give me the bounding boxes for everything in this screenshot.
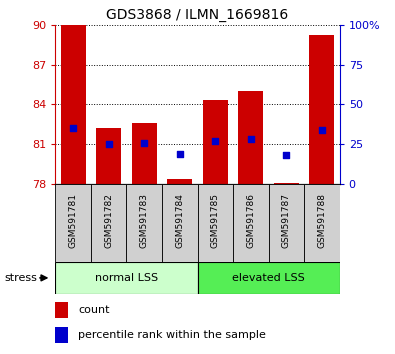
Text: GSM591786: GSM591786 [246,193,255,249]
Bar [55,327,68,343]
Text: GSM591784: GSM591784 [175,193,184,248]
Bar [55,262,198,294]
Bar [304,184,340,262]
Bar [55,302,68,318]
Text: elevated LSS: elevated LSS [232,273,305,283]
Bar [310,35,334,184]
Text: normal LSS: normal LSS [95,273,158,283]
Bar [167,179,192,184]
Bar [55,184,91,262]
Title: GDS3868 / ILMN_1669816: GDS3868 / ILMN_1669816 [106,8,289,22]
Bar [198,262,340,294]
Text: GSM591781: GSM591781 [69,193,77,249]
Bar [269,184,304,262]
Point [105,142,112,147]
Bar [61,25,86,184]
Text: percentile rank within the sample: percentile rank within the sample [78,330,266,340]
Bar [233,184,269,262]
Bar [203,101,228,184]
Point [319,127,325,133]
Point [70,126,76,131]
Bar [274,183,299,184]
Text: GSM591785: GSM591785 [211,193,220,249]
Text: stress: stress [4,273,37,283]
Text: count: count [78,305,109,315]
Text: GSM591787: GSM591787 [282,193,291,249]
Text: GSM591788: GSM591788 [318,193,326,249]
Bar [239,91,263,184]
Text: GSM591782: GSM591782 [104,193,113,248]
Bar [198,184,233,262]
Bar [132,123,156,184]
Point [177,151,183,157]
Bar [162,184,198,262]
Point [248,137,254,142]
Text: GSM591783: GSM591783 [140,193,149,249]
Point [212,138,218,144]
Point [283,153,290,158]
Bar [96,129,121,184]
Bar [91,184,126,262]
Bar [126,184,162,262]
Point [141,140,147,145]
